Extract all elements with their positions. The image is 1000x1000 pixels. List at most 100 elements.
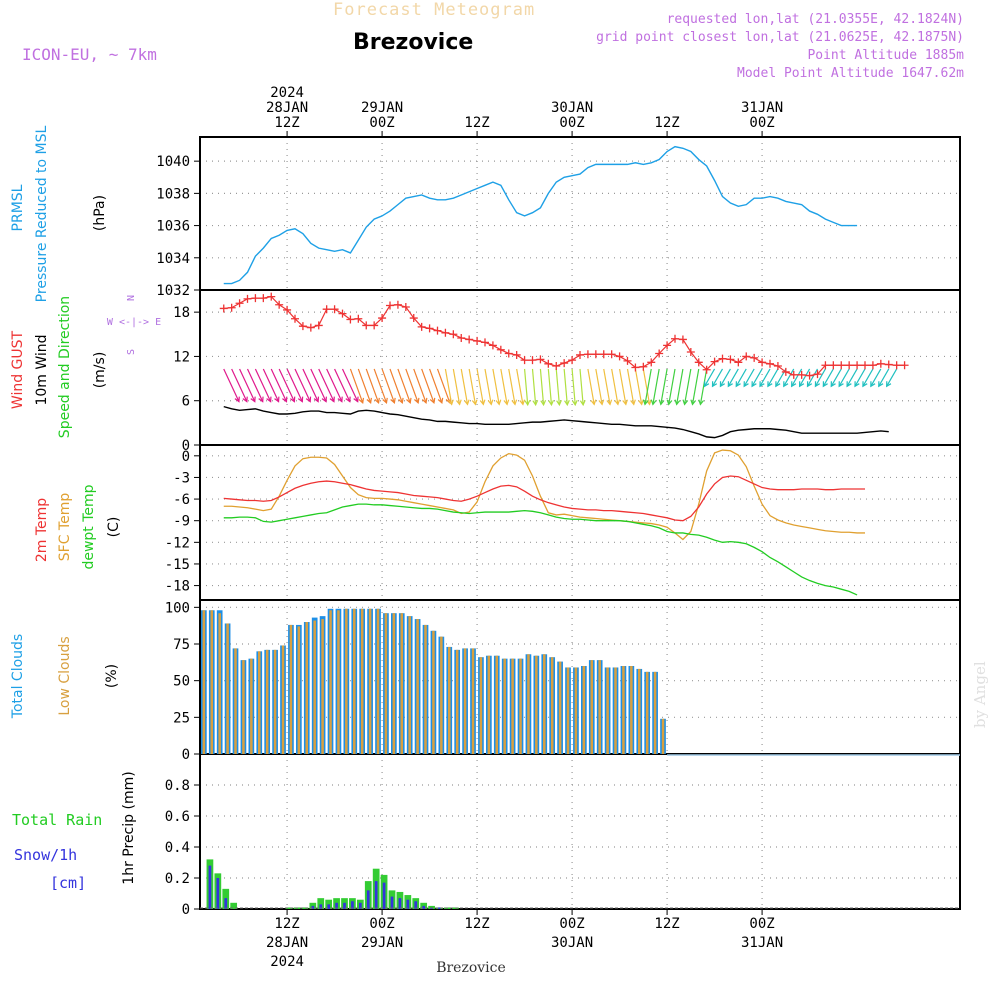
gust-point bbox=[338, 309, 347, 318]
wind-arrow bbox=[767, 368, 779, 387]
low-cloud-bar bbox=[566, 667, 570, 754]
low-cloud-bar bbox=[226, 623, 229, 754]
low-cloud-bar bbox=[305, 622, 309, 754]
station-title: Brezovice bbox=[353, 30, 473, 55]
wind-arrow bbox=[223, 368, 240, 402]
wind-arrow-head bbox=[421, 397, 428, 404]
y-tick-label: 1040 bbox=[156, 154, 190, 170]
snow-label: Snow/1h bbox=[14, 846, 77, 864]
low-cloud-bar bbox=[479, 657, 483, 754]
wind-arrow bbox=[579, 368, 584, 405]
wind-arrow-head bbox=[274, 396, 280, 403]
wind-arrow bbox=[822, 368, 834, 387]
gust-point bbox=[821, 361, 830, 370]
top-time-label: 29JAN bbox=[361, 100, 403, 116]
wind-arrow bbox=[254, 368, 272, 402]
wind-arrow-head bbox=[814, 381, 820, 388]
top-time-label: 12Z bbox=[464, 115, 489, 131]
gust-point bbox=[267, 292, 276, 301]
gust-point bbox=[227, 303, 236, 312]
low-cloud-bar bbox=[440, 636, 443, 754]
rain-bar bbox=[285, 907, 293, 909]
low-cloud-bar bbox=[289, 624, 293, 754]
gust-point bbox=[576, 350, 584, 359]
wind-arrow-head bbox=[735, 381, 741, 388]
snow-bar bbox=[327, 904, 331, 909]
wind-arrow bbox=[460, 368, 469, 405]
low-cloud-bar bbox=[265, 649, 269, 754]
wind-arrow-head bbox=[703, 381, 710, 388]
low-cloud-bar bbox=[638, 668, 641, 754]
wind-arrow bbox=[334, 368, 351, 402]
low-cloud-bar bbox=[630, 666, 633, 754]
gust-point bbox=[275, 300, 284, 309]
wind-arrow bbox=[381, 368, 395, 404]
compass-south: S bbox=[126, 349, 137, 355]
wind-arrow bbox=[436, 368, 451, 404]
wind-arrow-head bbox=[266, 396, 272, 403]
y-tick-label: 0 bbox=[182, 902, 190, 918]
wind-arrow bbox=[547, 368, 553, 405]
wind-arrow-head bbox=[313, 396, 320, 403]
gust-point bbox=[465, 335, 474, 344]
low-cloud-bar bbox=[471, 648, 475, 754]
gust-point bbox=[346, 315, 355, 324]
gust-point bbox=[259, 294, 268, 303]
wind-arrow bbox=[484, 368, 492, 405]
gust-point bbox=[449, 330, 458, 339]
low-cloud-bar bbox=[606, 667, 609, 754]
y-tick-label: 1038 bbox=[156, 186, 190, 202]
temp-2m-line bbox=[223, 475, 865, 522]
wind-arrow bbox=[571, 368, 576, 405]
wind-arrow bbox=[476, 368, 484, 405]
pressure-line bbox=[223, 145, 858, 285]
snow-bar bbox=[319, 904, 323, 909]
low-cloud-bar bbox=[622, 666, 625, 754]
gust-point bbox=[781, 367, 790, 376]
wind-arrow-head bbox=[598, 399, 605, 406]
y-tick-label: 12 bbox=[173, 349, 190, 365]
low-cloud-bar bbox=[653, 671, 657, 754]
wind-arrow-head bbox=[532, 400, 539, 407]
wind-arrow-head bbox=[471, 399, 478, 406]
wind-arrow bbox=[341, 368, 359, 402]
y-tick-label: 50 bbox=[173, 674, 190, 690]
wind-arrow-head bbox=[519, 399, 526, 406]
low-cloud-bar bbox=[376, 608, 380, 754]
low-cloud-bar bbox=[234, 648, 237, 754]
y-tick-label: 0.8 bbox=[165, 778, 190, 794]
wind-arrow bbox=[302, 368, 319, 402]
gust-point bbox=[861, 361, 869, 370]
wind-arrow bbox=[468, 368, 477, 405]
gust-point bbox=[599, 350, 608, 359]
gust-point bbox=[726, 355, 735, 364]
snow-bar bbox=[208, 865, 212, 909]
low-cloud-bar bbox=[645, 671, 649, 754]
wind-arrow-head bbox=[429, 397, 436, 404]
wind-arrow bbox=[539, 368, 545, 405]
wind-arrow-head bbox=[698, 399, 705, 406]
bottom-time-label: 12Z bbox=[654, 916, 679, 932]
y-tick-label: 1034 bbox=[156, 251, 190, 267]
bottom-time-label: 00Z bbox=[749, 916, 774, 932]
low-cloud-bar bbox=[614, 667, 617, 754]
y-tick-label: 100 bbox=[165, 600, 190, 616]
gust-point bbox=[742, 352, 751, 361]
y-tick-label: -15 bbox=[165, 557, 190, 573]
wind-arrow bbox=[683, 368, 692, 405]
y-tick-label: 1036 bbox=[156, 219, 190, 235]
wind-arrow bbox=[727, 368, 739, 387]
wind-arrow-head bbox=[337, 396, 343, 403]
wind-unit: (m/s) bbox=[92, 352, 108, 389]
wind-arrow bbox=[634, 368, 643, 405]
wind-arrow bbox=[310, 368, 327, 402]
low-cloud-bar bbox=[321, 619, 324, 754]
wind-arrow-head bbox=[329, 396, 335, 403]
low-cloud-bar bbox=[495, 655, 499, 754]
wind-arrow bbox=[791, 368, 803, 387]
gust-point bbox=[251, 294, 260, 303]
wind-arrow-head bbox=[775, 381, 781, 388]
panel-3: 0 -3 -6 -9 -12 -15 -18 bbox=[165, 444, 961, 601]
gust-markers bbox=[219, 292, 909, 380]
